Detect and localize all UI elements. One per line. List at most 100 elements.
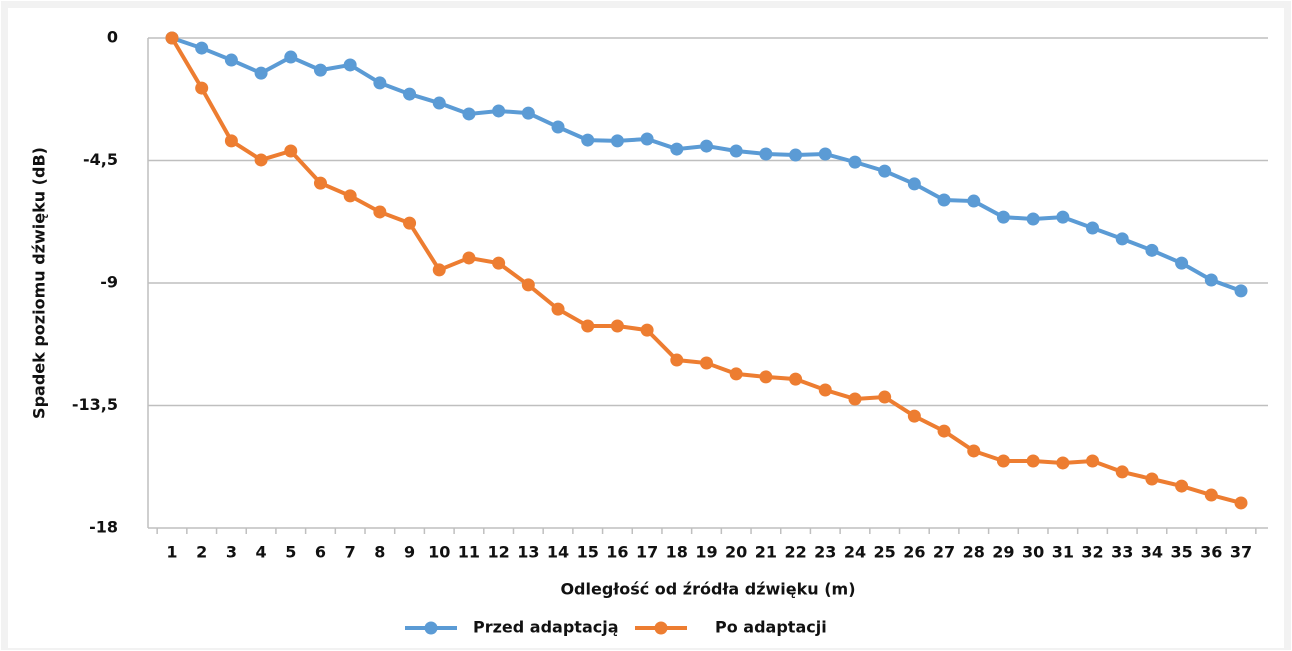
data-point	[254, 66, 268, 80]
x-tick-label: 21	[755, 543, 777, 562]
data-point	[165, 31, 179, 45]
x-tick-label: 36	[1200, 543, 1222, 562]
data-point	[462, 251, 476, 265]
x-tick-label: 11	[458, 543, 480, 562]
data-point	[907, 177, 921, 191]
data-point	[789, 372, 803, 386]
data-point	[640, 132, 654, 146]
data-point	[492, 104, 506, 118]
data-point	[967, 194, 981, 208]
x-tick-label: 29	[992, 543, 1014, 562]
data-point	[521, 106, 535, 120]
x-tick-label: 4	[256, 543, 267, 562]
x-tick-label: 16	[606, 543, 628, 562]
x-tick-label: 32	[1081, 543, 1103, 562]
data-point	[195, 81, 209, 95]
y-tick-label: -18	[89, 518, 118, 537]
data-point	[254, 153, 268, 167]
x-tick-label: 12	[488, 543, 510, 562]
x-tick-label: 22	[784, 543, 806, 562]
data-point	[284, 50, 298, 64]
y-tick-label: -9	[100, 273, 118, 292]
data-point	[1145, 472, 1159, 486]
x-tick-label: 9	[404, 543, 415, 562]
x-tick-label: 3	[226, 543, 237, 562]
x-tick-label: 31	[1052, 543, 1074, 562]
x-tick-label: 30	[1022, 543, 1044, 562]
x-axis-label: Odległość od źródła dźwięku (m)	[560, 580, 855, 599]
data-point	[640, 323, 654, 337]
data-point	[848, 155, 862, 169]
y-tick-label: 0	[107, 28, 118, 47]
x-tick-label: 27	[933, 543, 955, 562]
x-tick-label: 34	[1141, 543, 1163, 562]
data-point	[224, 53, 238, 67]
data-point	[1086, 221, 1100, 235]
data-point	[313, 63, 327, 77]
data-point	[1026, 454, 1040, 468]
x-tick-label: 26	[903, 543, 925, 562]
data-point	[759, 370, 773, 384]
data-point	[581, 133, 595, 147]
data-point	[1086, 454, 1100, 468]
x-tick-label: 8	[374, 543, 385, 562]
data-point	[996, 454, 1010, 468]
data-point	[224, 134, 238, 148]
data-point	[1234, 496, 1248, 510]
data-point	[284, 144, 298, 158]
data-point	[313, 176, 327, 190]
data-point	[1056, 456, 1070, 470]
y-axis-label: Spadek poziomu dźwięku (dB)	[30, 147, 49, 419]
x-tick-label: 35	[1170, 543, 1192, 562]
y-tick-label: -4,5	[83, 150, 118, 169]
x-tick-label: 37	[1230, 543, 1252, 562]
data-point	[403, 87, 417, 101]
data-point	[700, 139, 713, 153]
data-point	[492, 256, 506, 270]
data-point	[1056, 210, 1070, 224]
data-point	[729, 367, 743, 381]
x-tick-label: 2	[196, 543, 207, 562]
x-tick-label: 25	[874, 543, 896, 562]
data-point	[432, 96, 446, 110]
data-point	[610, 134, 624, 148]
x-tick-label: 18	[666, 543, 688, 562]
data-point	[343, 58, 357, 72]
x-tick-label: 14	[547, 543, 569, 562]
legend-label: Przed adaptacją	[473, 618, 619, 637]
x-tick-label: 33	[1111, 543, 1133, 562]
data-point	[1204, 488, 1218, 502]
data-point	[1204, 273, 1218, 287]
data-point	[967, 444, 981, 458]
y-tick-label: -13,5	[72, 395, 118, 414]
data-point	[878, 164, 892, 178]
data-point	[432, 263, 446, 277]
data-point	[729, 144, 743, 158]
data-point	[343, 189, 357, 203]
legend-marker	[654, 621, 668, 635]
x-tick-label: 10	[428, 543, 450, 562]
data-point	[521, 278, 535, 292]
data-point	[700, 356, 713, 370]
x-tick-label: 19	[695, 543, 717, 562]
data-point	[1115, 232, 1129, 246]
x-tick-label: 1	[166, 543, 177, 562]
data-point	[1115, 465, 1129, 479]
x-tick-label: 15	[577, 543, 599, 562]
data-point	[848, 392, 862, 406]
data-point	[403, 216, 417, 230]
data-point	[610, 319, 624, 333]
x-tick-label: 28	[963, 543, 985, 562]
data-point	[551, 120, 565, 134]
data-point	[907, 409, 921, 423]
data-point	[818, 383, 832, 397]
data-point	[373, 205, 387, 219]
data-point	[1175, 256, 1189, 270]
data-point	[759, 147, 773, 161]
data-point	[373, 76, 387, 90]
data-point	[996, 210, 1010, 224]
data-point	[670, 353, 684, 367]
legend-label: Po adaptacji	[715, 618, 827, 637]
data-point	[818, 147, 832, 161]
